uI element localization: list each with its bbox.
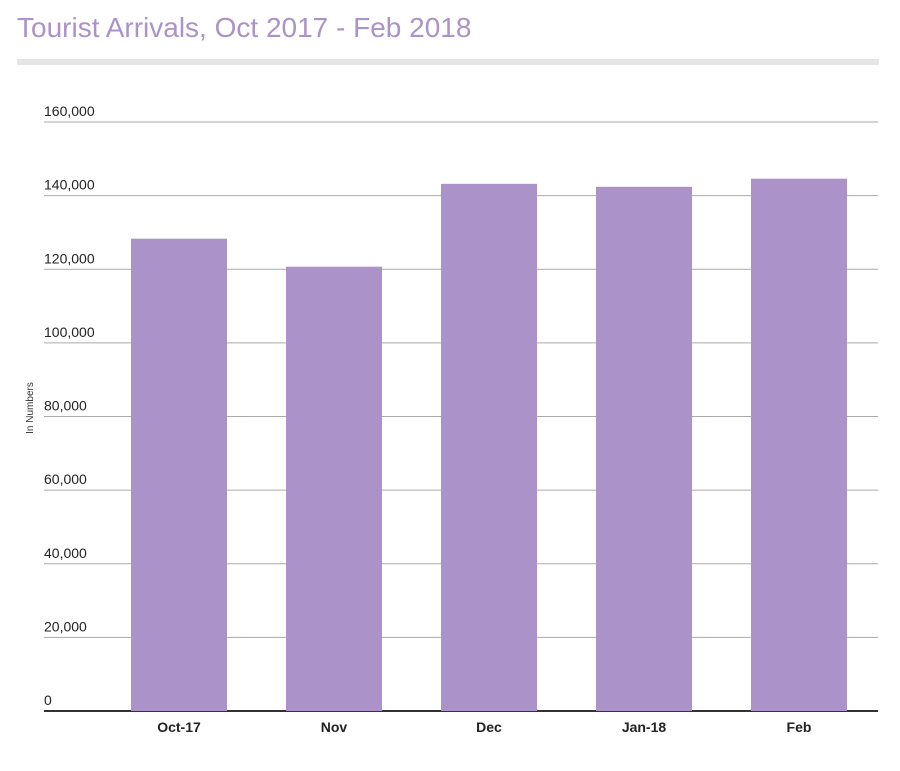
bar-jan-18 — [596, 186, 692, 712]
y-tick-label: 0 — [44, 692, 52, 708]
x-tick-label: Nov — [321, 719, 348, 735]
y-tick-label: 100,000 — [44, 324, 95, 340]
y-axis-label: In Numbers — [25, 382, 36, 434]
y-tick-label: 140,000 — [44, 177, 95, 193]
chart-title: Tourist Arrivals, Oct 2017 - Feb 2018 — [17, 12, 472, 43]
bar-dec — [441, 183, 537, 712]
y-tick-label: 160,000 — [44, 103, 95, 119]
bar-feb — [751, 178, 847, 711]
y-tick-label: 120,000 — [44, 250, 95, 266]
x-tick-label: Feb — [787, 719, 812, 735]
x-tick-label: Jan-18 — [622, 719, 667, 735]
x-tick-label: Dec — [476, 719, 502, 735]
y-tick-label: 80,000 — [44, 398, 87, 414]
bar-oct-17 — [131, 238, 227, 711]
y-tick-label: 60,000 — [44, 471, 87, 487]
title-divider — [17, 59, 879, 65]
y-tick-label: 20,000 — [44, 618, 87, 634]
y-tick-label: 40,000 — [44, 545, 87, 561]
x-tick-label: Oct-17 — [157, 719, 201, 735]
bar-nov — [286, 266, 382, 711]
